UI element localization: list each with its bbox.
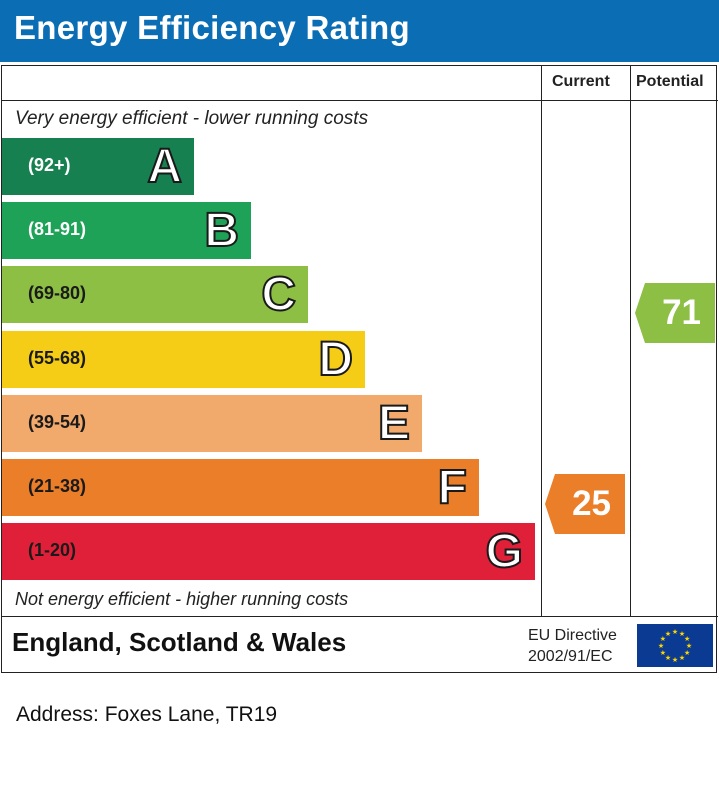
- band-letter: B: [203, 203, 240, 258]
- potential-rating-value: 71: [662, 293, 701, 332]
- band-e: (39-54) E: [2, 395, 422, 452]
- band-range: (1-20): [28, 540, 77, 560]
- current-rating-arrow: 25: [545, 474, 625, 534]
- band-letter: A: [146, 139, 183, 194]
- rating-frame: [1, 65, 717, 673]
- bottom-note: Not energy efficient - higher running co…: [15, 589, 349, 609]
- flag-star: ★: [684, 635, 690, 643]
- band-range: (55-68): [28, 348, 87, 368]
- band-letter: D: [317, 332, 354, 387]
- band-letter: F: [437, 460, 468, 515]
- flag-star: ★: [658, 642, 664, 650]
- band-range: (69-80): [28, 283, 87, 303]
- current-column-divider: [541, 65, 542, 617]
- band-b: (81-91) B: [2, 202, 251, 259]
- flag-star: ★: [679, 630, 685, 638]
- potential-column-header: Potential: [636, 73, 704, 90]
- band-c: (69-80) C: [2, 266, 308, 323]
- flag-star: ★: [660, 649, 666, 657]
- flag-star: ★: [665, 630, 671, 638]
- potential-rating-arrow: 71: [635, 283, 715, 343]
- band-g: (1-20) G: [2, 523, 535, 580]
- band-f: (21-38) F: [2, 459, 479, 516]
- flag-star: ★: [679, 654, 685, 662]
- band-letter: G: [485, 524, 524, 579]
- current-rating-value: 25: [572, 484, 611, 523]
- eu-directive-label: EU Directive: [528, 627, 617, 644]
- region-label: England, Scotland & Wales: [12, 627, 347, 657]
- page-title: Energy Efficiency Rating: [14, 9, 410, 46]
- band-letter: C: [260, 267, 297, 322]
- band-range: (39-54): [28, 412, 87, 432]
- flag-star: ★: [665, 654, 671, 662]
- band-range: (21-38): [28, 476, 87, 496]
- flag-star: ★: [672, 656, 678, 664]
- header-row-divider: [1, 100, 718, 101]
- band-letter: E: [377, 396, 411, 451]
- band-d: (55-68) D: [2, 331, 365, 388]
- current-column-header: Current: [552, 73, 610, 90]
- eu-flag-icon: ★ ★ ★ ★ ★ ★ ★ ★ ★ ★ ★ ★: [637, 624, 713, 667]
- property-address: Address: Foxes Lane, TR19: [16, 703, 278, 726]
- potential-arrow-shape: [635, 283, 715, 343]
- flag-star: ★: [660, 635, 666, 643]
- band-range: (81-91): [28, 219, 87, 239]
- flag-star: ★: [684, 649, 690, 657]
- top-note: Very energy efficient - lower running co…: [15, 108, 369, 129]
- flag-star: ★: [686, 642, 692, 650]
- current-arrow-shape: [545, 474, 625, 534]
- eu-directive-number: 2002/91/EC: [528, 648, 613, 665]
- band-a: (92+) A: [2, 138, 194, 195]
- header-bar: Energy Efficiency Rating: [0, 0, 719, 62]
- flag-star: ★: [672, 628, 678, 636]
- potential-column-divider: [630, 65, 631, 617]
- footer-row-divider: [1, 616, 718, 617]
- band-range: (92+): [28, 155, 71, 175]
